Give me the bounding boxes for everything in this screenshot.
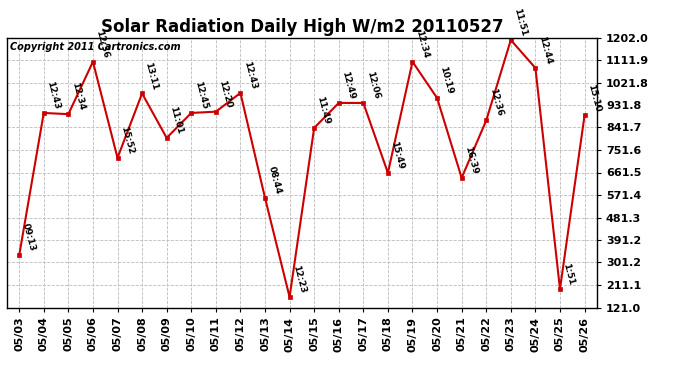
Text: 11:51: 11:51 xyxy=(512,7,529,37)
Text: 12:20: 12:20 xyxy=(217,79,233,109)
Text: 12:43: 12:43 xyxy=(241,60,258,90)
Text: 15:10: 15:10 xyxy=(586,83,602,112)
Text: 12:43: 12:43 xyxy=(45,80,61,110)
Text: 12:49: 12:49 xyxy=(340,70,356,100)
Text: 12:34: 12:34 xyxy=(414,29,430,59)
Text: 12:06: 12:06 xyxy=(365,70,381,100)
Text: 08:44: 08:44 xyxy=(266,165,282,195)
Text: 15:52: 15:52 xyxy=(119,125,135,155)
Text: 12:45: 12:45 xyxy=(193,80,209,110)
Text: 16:39: 16:39 xyxy=(463,145,479,175)
Text: 12:36: 12:36 xyxy=(488,88,504,118)
Text: 11:01: 11:01 xyxy=(168,105,184,135)
Text: 09:13: 09:13 xyxy=(21,222,37,252)
Text: 12:44: 12:44 xyxy=(537,35,553,65)
Text: 10:19: 10:19 xyxy=(438,65,455,95)
Text: 11:49: 11:49 xyxy=(315,95,332,125)
Text: 1:51: 1:51 xyxy=(562,262,576,286)
Text: Copyright 2011 Cartronics.com: Copyright 2011 Cartronics.com xyxy=(10,42,181,51)
Title: Solar Radiation Daily High W/m2 20110527: Solar Radiation Daily High W/m2 20110527 xyxy=(101,18,503,36)
Text: 15:49: 15:49 xyxy=(389,140,406,170)
Text: 12:23: 12:23 xyxy=(291,264,307,294)
Text: 12:36: 12:36 xyxy=(95,29,110,59)
Text: 12:34: 12:34 xyxy=(70,81,86,111)
Text: 13:11: 13:11 xyxy=(144,61,159,91)
